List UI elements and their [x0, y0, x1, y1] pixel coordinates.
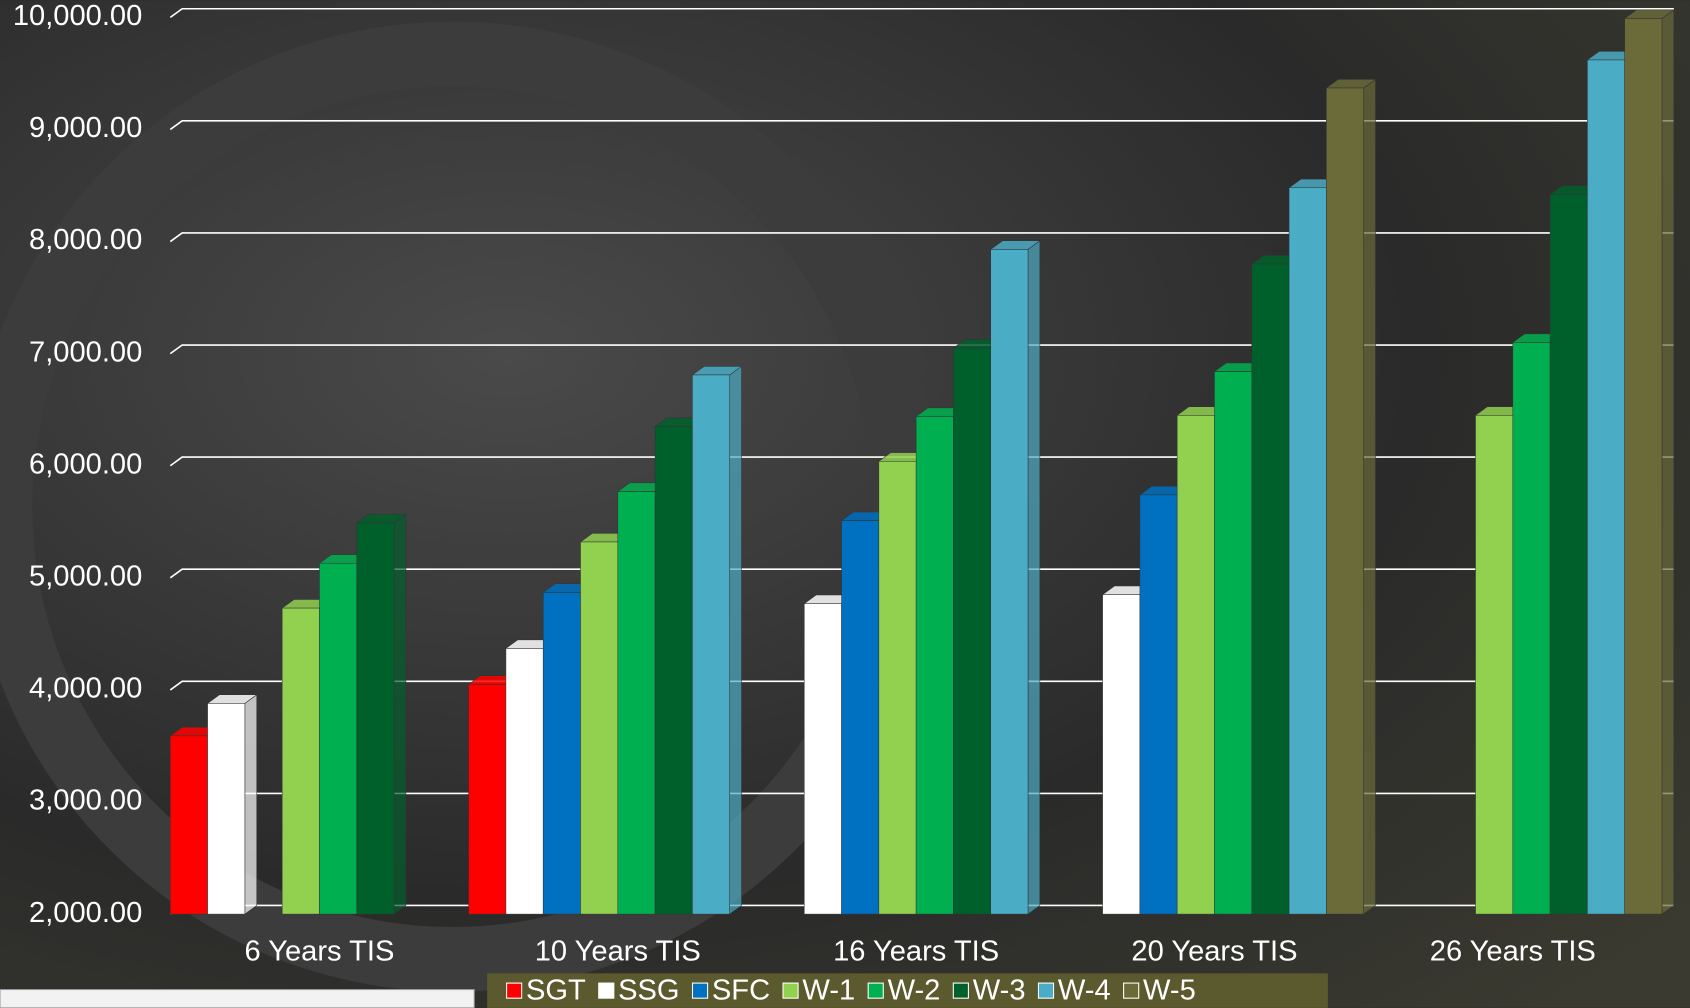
bar	[804, 604, 841, 914]
bar-side	[1662, 10, 1674, 914]
bar	[208, 703, 245, 914]
bar	[842, 521, 879, 914]
bar	[1326, 88, 1363, 914]
bar	[581, 542, 618, 914]
legend-swatch	[599, 983, 614, 998]
y-tick-label: 10,000.00	[13, 0, 142, 32]
bar	[1513, 342, 1550, 914]
x-tick-label: 16 Years TIS	[833, 936, 999, 968]
bar	[692, 375, 729, 914]
bar	[991, 249, 1028, 914]
y-tick-label: 4,000.00	[29, 673, 142, 705]
y-tick-label: 5,000.00	[29, 561, 142, 593]
y-tick-label: 3,000.00	[29, 785, 142, 817]
y-tick-label: 8,000.00	[29, 224, 142, 256]
legend-label: W-3	[973, 974, 1026, 1006]
y-tick-label: 2,000.00	[29, 897, 142, 929]
bar	[916, 416, 953, 914]
chart: 2,000.00 3,000.00 4,000.00 5,000.00 6,000.00…	[0, 0, 1690, 1008]
bar	[1625, 18, 1662, 914]
bar	[282, 608, 319, 914]
legend-label: W-2	[888, 974, 941, 1006]
bar	[1103, 595, 1140, 914]
bar	[543, 592, 580, 914]
x-tick-label: 20 Years TIS	[1131, 936, 1297, 968]
legend-swatch	[1124, 983, 1139, 998]
bar	[655, 427, 692, 915]
legend-label: SGT	[526, 974, 586, 1006]
bar	[1214, 372, 1251, 915]
legend-swatch	[953, 983, 968, 998]
y-tick-label: 9,000.00	[29, 112, 142, 144]
footer-box	[0, 990, 474, 1008]
legend-swatch	[1038, 983, 1053, 998]
bar	[953, 348, 990, 914]
bar	[469, 684, 506, 914]
legend-label: SSG	[618, 974, 679, 1006]
x-tick-label: 6 Years TIS	[245, 936, 395, 968]
bar	[170, 736, 207, 914]
bar	[1476, 415, 1513, 914]
legend-swatch	[783, 983, 798, 998]
bar	[1177, 415, 1214, 914]
bar	[1289, 188, 1326, 914]
x-tick-label: 10 Years TIS	[535, 936, 701, 968]
legend-label: SFC	[712, 974, 770, 1006]
bar	[1252, 264, 1289, 914]
y-tick-label: 7,000.00	[29, 336, 142, 368]
legend-label: W-1	[802, 974, 855, 1006]
legend-label: W-4	[1058, 974, 1111, 1006]
bar	[1550, 194, 1587, 914]
bar	[357, 523, 394, 914]
legend-swatch	[868, 983, 883, 998]
legend-label: W-5	[1143, 974, 1196, 1006]
legend-swatch	[507, 983, 522, 998]
bar	[618, 492, 655, 915]
bar	[1140, 495, 1177, 914]
bar	[319, 563, 356, 914]
y-tick-label: 6,000.00	[29, 448, 142, 480]
x-tick-label: 26 Years TIS	[1430, 936, 1596, 968]
legend-swatch	[693, 983, 708, 998]
bar-side	[394, 514, 406, 914]
bar	[879, 461, 916, 914]
bar	[506, 648, 543, 914]
bar-side	[730, 366, 742, 914]
bar-side	[245, 695, 257, 914]
bar	[1587, 60, 1624, 914]
bar-side	[1028, 241, 1040, 914]
bar-side	[1364, 79, 1376, 914]
